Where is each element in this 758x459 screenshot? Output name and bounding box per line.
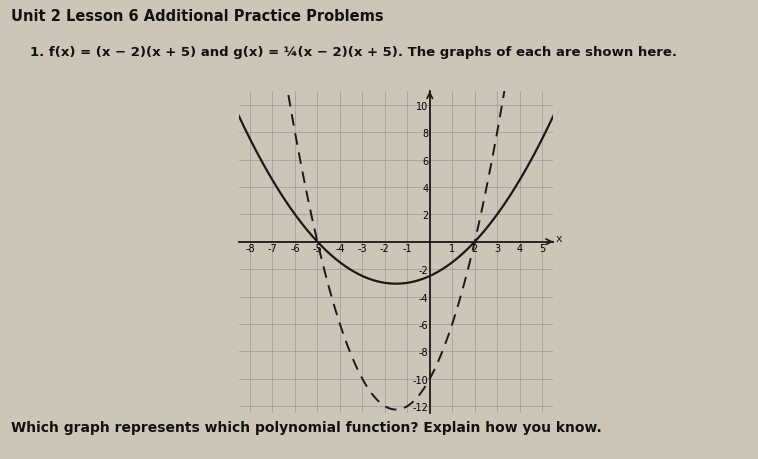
Text: x: x xyxy=(556,233,562,243)
Text: 1. f(x) = (x − 2)(x + 5) and g(x) = ¼(x − 2)(x + 5). The graphs of each are show: 1. f(x) = (x − 2)(x + 5) and g(x) = ¼(x … xyxy=(30,46,678,59)
Text: Unit 2 Lesson 6 Additional Practice Problems: Unit 2 Lesson 6 Additional Practice Prob… xyxy=(11,9,384,24)
Text: Which graph represents which polynomial function? Explain how you know.: Which graph represents which polynomial … xyxy=(11,420,602,434)
